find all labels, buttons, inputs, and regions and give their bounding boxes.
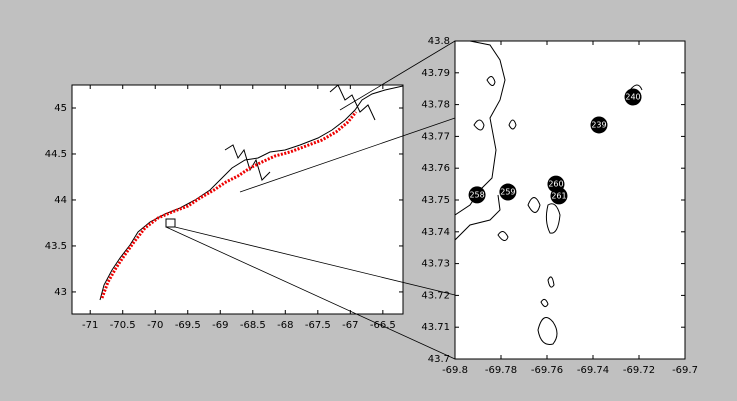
x-tick-label: -69.8 bbox=[442, 365, 468, 376]
x-tick-label: -69.72 bbox=[623, 365, 655, 376]
station-label: 261 bbox=[551, 191, 566, 200]
station-label: 240 bbox=[625, 92, 640, 101]
x-tick-label: -66.5 bbox=[370, 320, 396, 331]
axes-right-bg bbox=[455, 41, 685, 359]
station-label: 239 bbox=[591, 120, 606, 129]
y-tick-label: 43.79 bbox=[421, 68, 450, 79]
station-marker bbox=[468, 186, 486, 204]
x-tick-label: -68 bbox=[277, 320, 293, 331]
y-tick-label: 43.8 bbox=[428, 36, 450, 47]
x-tick-label: -69 bbox=[212, 320, 228, 331]
y-tick-label: 44.5 bbox=[45, 149, 67, 160]
station-marker bbox=[550, 187, 568, 205]
station-label: 258 bbox=[469, 190, 484, 199]
x-tick-label: -69.74 bbox=[577, 365, 609, 376]
y-tick-label: 45 bbox=[54, 103, 67, 114]
x-tick-label: -69.78 bbox=[485, 365, 517, 376]
y-tick-label: 43.77 bbox=[421, 131, 450, 142]
x-tick-label: -69.7 bbox=[672, 365, 698, 376]
y-tick-label: 43.78 bbox=[421, 100, 450, 111]
x-tick-label: -69.76 bbox=[531, 365, 563, 376]
y-tick-label: 43 bbox=[54, 287, 67, 298]
y-tick-label: 43.71 bbox=[421, 322, 450, 333]
zoom-connectors bbox=[165, 40, 456, 360]
y-tick-label: 43.5 bbox=[45, 241, 67, 252]
x-tick-label: -68.5 bbox=[240, 320, 266, 331]
y-tick-label: 43.7 bbox=[428, 354, 450, 365]
y-tick-label: 43.72 bbox=[421, 290, 450, 301]
station-label: 260 bbox=[548, 180, 563, 189]
x-tick-label: -70.5 bbox=[110, 320, 136, 331]
x-tick-label: -70 bbox=[147, 320, 163, 331]
x-tick-label: -67.5 bbox=[305, 320, 331, 331]
axes-left-bg bbox=[72, 85, 403, 314]
y-tick-label: 44 bbox=[54, 195, 67, 206]
station-label: 259 bbox=[500, 188, 515, 197]
x-tick-label: -67 bbox=[342, 320, 358, 331]
y-tick-label: 43.73 bbox=[421, 259, 450, 270]
y-tick-label: 43.75 bbox=[421, 195, 450, 206]
x-tick-label: -71 bbox=[82, 320, 98, 331]
y-tick-label: 43.74 bbox=[421, 227, 450, 238]
x-tick-label: -69.5 bbox=[175, 320, 201, 331]
y-tick-label: 43.76 bbox=[421, 163, 450, 174]
coastline-left bbox=[99, 85, 403, 301]
station-marker bbox=[590, 116, 608, 134]
station-marker bbox=[499, 183, 517, 201]
station-marker bbox=[624, 88, 642, 106]
